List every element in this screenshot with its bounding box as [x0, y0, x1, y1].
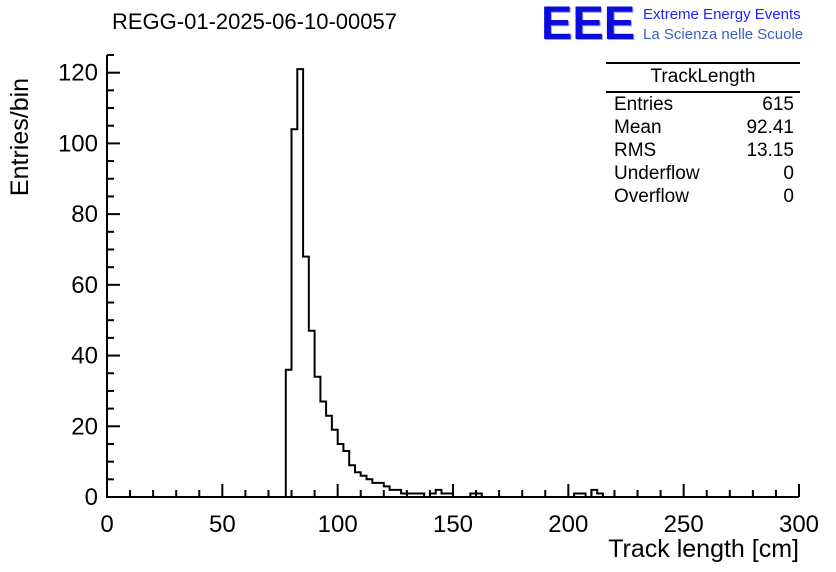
stats-value: 0 [783, 163, 794, 184]
stats-label: Entries [614, 94, 674, 115]
svg-text:80: 80 [71, 201, 98, 228]
svg-text:250: 250 [664, 511, 704, 538]
stats-box-title: TrackLength [606, 64, 800, 93]
stats-value: 13.15 [746, 140, 794, 161]
svg-text:20: 20 [71, 413, 98, 440]
stats-label: Mean [614, 117, 662, 138]
stats-value: 615 [762, 94, 794, 115]
svg-text:120: 120 [58, 60, 98, 87]
svg-text:0: 0 [100, 511, 113, 538]
stats-row-rms: RMS 13.15 [606, 139, 800, 162]
stats-label: Overflow [614, 186, 689, 207]
svg-text:50: 50 [209, 511, 236, 538]
svg-text:60: 60 [71, 272, 98, 299]
eee-logo-acronym: EEE [541, 0, 636, 49]
x-axis-title: Track length [cm] [608, 535, 799, 563]
stats-value: 92.41 [746, 117, 794, 138]
plot-title: REGG-01-2025-06-10-00057 [112, 9, 397, 34]
stats-row-entries: Entries 615 [606, 93, 800, 116]
stats-label: RMS [614, 140, 657, 161]
eee-logo: EEE Extreme Energy Events La Scienza nel… [541, 0, 803, 49]
svg-text:150: 150 [433, 511, 473, 538]
stats-box: TrackLength Entries 615 Mean 92.41 RMS 1… [606, 62, 800, 208]
histogram-layer [107, 68, 799, 498]
svg-text:0: 0 [85, 484, 98, 511]
svg-text:200: 200 [548, 511, 588, 538]
svg-text:100: 100 [58, 130, 98, 157]
logo-line1: Extreme Energy Events [643, 6, 801, 23]
stats-label: Underflow [614, 163, 700, 184]
stats-row-mean: Mean 92.41 [606, 116, 800, 139]
stats-row-underflow: Underflow 0 [606, 162, 800, 185]
logo-line2: La Scienza nelle Scuole [643, 25, 804, 43]
eee-logo-text: Extreme Energy Events La Scienza nelle S… [643, 2, 803, 44]
svg-text:40: 40 [71, 343, 98, 370]
svg-text:100: 100 [318, 511, 358, 538]
stats-value: 0 [783, 186, 794, 207]
svg-text:300: 300 [779, 511, 819, 538]
y-axis-title: Entries/bin [6, 78, 34, 196]
stats-row-overflow: Overflow 0 [606, 185, 800, 208]
